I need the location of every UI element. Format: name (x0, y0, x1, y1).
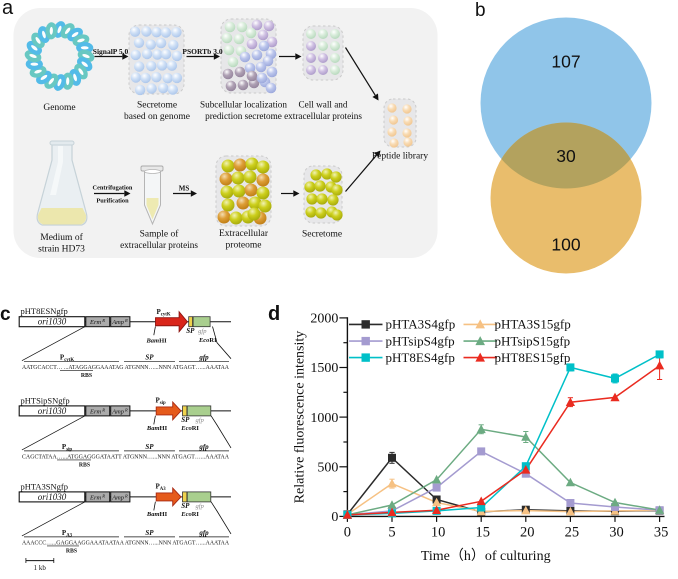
svg-text:gfp: gfp (196, 417, 205, 424)
svg-text:extracellular proteins: extracellular proteins (120, 240, 198, 250)
svg-text:Peptide library: Peptide library (372, 152, 428, 162)
svg-text:PcytK: PcytK (157, 308, 171, 318)
svg-text:RBS: RBS (66, 548, 77, 554)
svg-text:Sample of: Sample of (140, 229, 180, 240)
svg-text:Time（h）of culturing: Time（h）of culturing (421, 548, 551, 564)
svg-text:RBS: RBS (81, 373, 92, 379)
svg-text:Psip: Psip (62, 443, 72, 453)
svg-text:Medium of: Medium of (40, 232, 83, 243)
svg-text:pHTSipSNgfp: pHTSipSNgfp (21, 395, 70, 405)
svg-text:Subcellular localization: Subcellular localization (200, 100, 287, 110)
svg-text:BamHI: BamHI (146, 425, 168, 432)
svg-text:gfp: gfp (198, 529, 209, 537)
svg-text:MS: MS (179, 185, 190, 193)
svg-text:EcoRI: EcoRI (180, 511, 199, 518)
svg-text:EcoRI: EcoRI (180, 425, 199, 432)
svg-text:15: 15 (475, 525, 490, 541)
svg-text:based on genome: based on genome (124, 112, 190, 122)
svg-text:SP: SP (181, 416, 190, 424)
svg-text:Genome: Genome (43, 103, 75, 113)
svg-text:SP: SP (186, 327, 195, 335)
svg-text:SP: SP (181, 502, 190, 510)
svg-text:Secretome: Secretome (302, 230, 342, 240)
svg-text:gfp: gfp (198, 443, 209, 451)
svg-text:pHTsipS15gfp: pHTsipS15gfp (495, 333, 571, 348)
svg-text:extracellular proteins: extracellular proteins (284, 111, 362, 121)
svg-text:SP: SP (145, 443, 154, 451)
svg-text:Amp R: Amp R (111, 407, 128, 415)
svg-text:Purification: Purification (96, 198, 129, 205)
svg-text:2000: 2000 (310, 312, 338, 327)
svg-text:EcoRI: EcoRI (198, 337, 217, 344)
svg-text:SP: SP (145, 529, 154, 537)
svg-text:PA3: PA3 (156, 482, 167, 492)
svg-text:Erm R: Erm R (89, 493, 105, 501)
svg-text:0: 0 (331, 510, 338, 525)
svg-text:30: 30 (556, 146, 576, 166)
svg-text:ori1030: ori1030 (38, 317, 67, 327)
svg-text:gfp: gfp (198, 354, 209, 362)
svg-text:Amp R: Amp R (111, 318, 128, 326)
svg-text:10: 10 (431, 525, 446, 541)
svg-text:gfp: gfp (198, 328, 207, 335)
svg-text:5: 5 (388, 525, 395, 541)
svg-text:500: 500 (317, 461, 338, 476)
svg-text:Erm R: Erm R (89, 407, 105, 415)
svg-text:AATGCACCT… ...ATAGGAGGAAATAG A: AATGCACCT… ...ATAGGAGGAAATAG ATGNNN…...N… (22, 364, 229, 371)
svg-text:1000: 1000 (310, 411, 338, 426)
svg-text:SP: SP (145, 354, 154, 362)
svg-text:Relative fluorescence intensit: Relative fluorescence intensity (293, 331, 308, 504)
svg-text:Amp R: Amp R (111, 493, 128, 501)
svg-text:Secretome: Secretome (137, 101, 177, 111)
svg-text:PSORTb 3.0: PSORTb 3.0 (182, 47, 222, 56)
svg-text:ori1030: ori1030 (38, 492, 67, 502)
svg-text:PA3: PA3 (62, 529, 73, 539)
svg-text:prediction secretome: prediction secretome (205, 111, 282, 121)
svg-text:gfp: gfp (196, 503, 205, 510)
svg-text:pHTsipS4gfp: pHTsipS4gfp (386, 333, 455, 348)
svg-text:proteome: proteome (226, 241, 262, 251)
svg-text:BamHI: BamHI (145, 338, 167, 345)
svg-text:30: 30 (609, 525, 624, 541)
svg-text:pHT8ES4gfp: pHT8ES4gfp (386, 350, 455, 365)
svg-text:1500: 1500 (310, 361, 338, 376)
svg-text:AAACCC…...GAGGAAGGAAATAATAA AT: AAACCC…...GAGGAAGGAAATAATAA ATGNNN…...NN… (22, 539, 229, 546)
svg-text:Extracellular: Extracellular (219, 229, 269, 239)
svg-text:PcytK: PcytK (60, 354, 74, 364)
svg-text:1 kb: 1 kb (34, 564, 47, 572)
svg-text:0: 0 (344, 525, 351, 541)
svg-text:RBS: RBS (79, 462, 90, 468)
svg-text:Cell wall and: Cell wall and (299, 100, 348, 110)
svg-text:ori1030: ori1030 (38, 406, 67, 416)
svg-text:35: 35 (654, 525, 669, 541)
svg-text:pHTA3S15gfp: pHTA3S15gfp (495, 317, 571, 332)
svg-text:BamHI: BamHI (146, 511, 168, 518)
svg-text:CAGCTATAA…...ATGGAGGGATAATT AT: CAGCTATAA…...ATGGAGGGATAATT ATGNNN…...NN… (22, 453, 229, 460)
svg-text:pHTA3SNgfp: pHTA3SNgfp (21, 481, 69, 491)
svg-text:b: b (475, 0, 486, 21)
svg-text:pHT8ES15gfp: pHT8ES15gfp (495, 350, 571, 365)
svg-text:Erm R: Erm R (89, 318, 105, 326)
svg-text:25: 25 (565, 525, 580, 541)
svg-text:107: 107 (551, 52, 580, 72)
svg-text:a: a (2, 0, 14, 19)
svg-text:SignalP 5.0: SignalP 5.0 (93, 47, 129, 56)
svg-text:strain HD73: strain HD73 (38, 245, 85, 255)
svg-text:20: 20 (520, 525, 535, 541)
svg-text:Psip: Psip (156, 396, 166, 406)
svg-text:c: c (0, 304, 11, 325)
svg-text:100: 100 (551, 235, 580, 255)
svg-text:pHTA3S4gfp: pHTA3S4gfp (386, 317, 456, 332)
svg-text:Centrifugation: Centrifugation (93, 185, 133, 192)
svg-text:pHT8ESNgfp: pHT8ESNgfp (21, 306, 68, 316)
svg-text:d: d (268, 303, 280, 325)
